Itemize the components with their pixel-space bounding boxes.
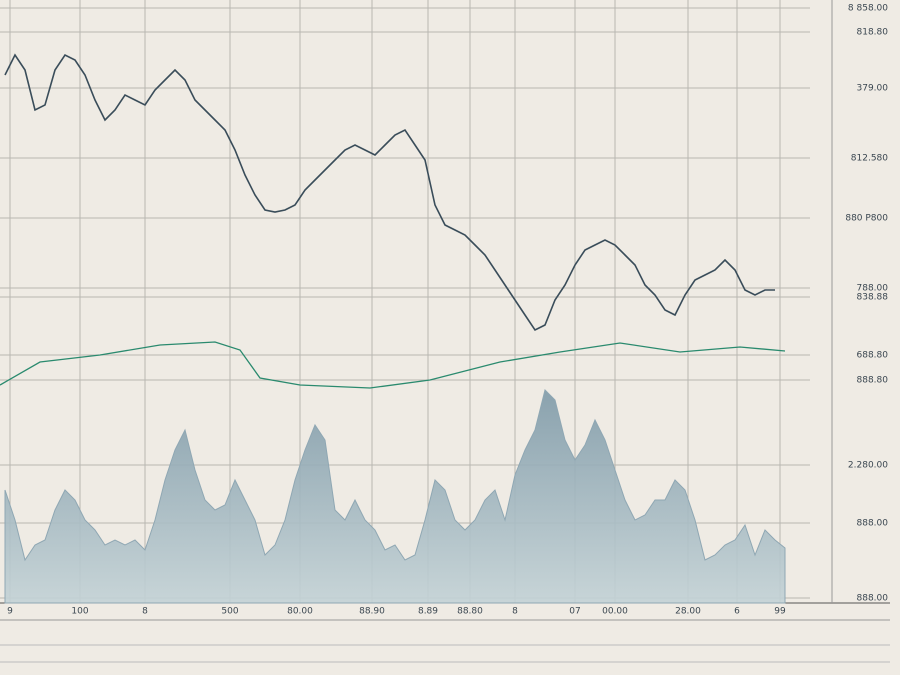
- y-tick-label: 818.80: [857, 28, 889, 38]
- x-tick-label: 8.89: [418, 607, 438, 617]
- y-tick-label: 812.580: [851, 154, 888, 164]
- x-tick-label: 28.00: [675, 607, 701, 617]
- y-tick-label: 2.280.00: [848, 461, 888, 471]
- y-tick-label: 880 P800: [845, 214, 888, 224]
- y-tick-label: 838.88: [857, 293, 889, 303]
- x-tick-label: 80.00: [287, 607, 313, 617]
- volume-area: [4, 389, 786, 604]
- x-tick-label: 6: [734, 607, 740, 617]
- y-tick-label: 379.00: [857, 84, 889, 94]
- x-tick-label: 88.80: [457, 607, 483, 617]
- x-tick-label: 07: [569, 607, 580, 617]
- x-tick-label: 88.90: [359, 607, 385, 617]
- x-tick-label: 9: [7, 607, 13, 617]
- y-tick-label: 788.00: [857, 284, 889, 294]
- y-tick-label: 888.80: [857, 376, 889, 386]
- x-tick-label: 99: [774, 607, 786, 617]
- series-line: [4, 53, 775, 332]
- y-tick-label: 8 858.00: [848, 4, 888, 14]
- x-tick-label: 100: [71, 607, 88, 617]
- series-line: [0, 341, 786, 389]
- y-tick-label: 888.00: [857, 519, 889, 529]
- x-tick-label: 500: [221, 607, 238, 617]
- y-tick-label: 888.00: [857, 594, 889, 604]
- x-tick-label: 8: [142, 607, 148, 617]
- x-tick-label: 00.00: [602, 607, 628, 617]
- y-tick-label: 688.80: [857, 351, 889, 361]
- x-tick-label: 8: [512, 607, 518, 617]
